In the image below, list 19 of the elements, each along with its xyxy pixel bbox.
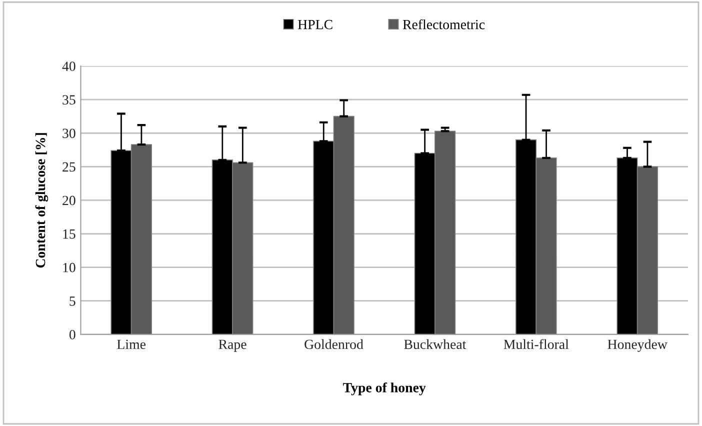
x-tick-label: Honeydew [608, 339, 668, 352]
x-tick-label: Rape [218, 340, 246, 352]
y-tick-label: 0 [69, 330, 76, 340]
x-tick-label: Buckwheat [404, 339, 466, 350]
x-tick-label: Multi-floral [504, 339, 569, 350]
legend-label: HPLC [298, 20, 332, 30]
y-tick-label: 25 [62, 162, 76, 172]
x-tick-label: Lime [117, 340, 146, 350]
y-tick-label: 5 [70, 296, 76, 306]
x-tick-label: Goldenrod [304, 339, 364, 350]
y-tick-label: 20 [62, 196, 76, 206]
y-tick-label: 40 [62, 62, 76, 71]
y-tick-label: 15 [63, 229, 76, 239]
y-tick-label: 10 [63, 262, 76, 272]
y-tick-label: 30 [62, 128, 76, 138]
y-axis-title: Content of glucose [%] [35, 133, 48, 268]
legend-label: Reflectometric [402, 19, 485, 30]
y-tick-label: 35 [62, 95, 76, 105]
x-axis-title: Type of honey [343, 382, 426, 396]
